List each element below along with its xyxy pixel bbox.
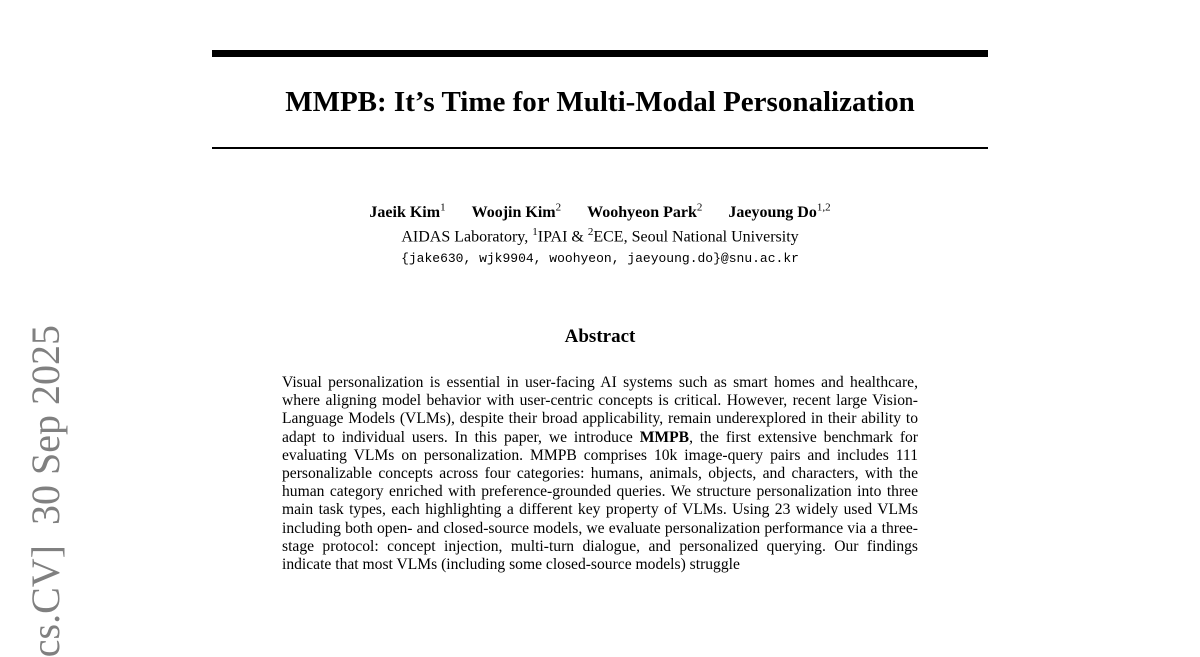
author-affiliation-mark: 2 xyxy=(696,202,703,214)
author-affiliation-mark: 2 xyxy=(555,202,562,214)
affiliation-ece: ECE, Seoul National University xyxy=(593,228,799,246)
abstract-text: , the first extensive benchmark for eval… xyxy=(282,428,918,574)
title-top-rule xyxy=(212,50,988,57)
author-name: Woohyeon Park xyxy=(587,204,697,222)
affiliation: AIDAS Laboratory, 1IPAI & 2ECE, Seoul Na… xyxy=(212,226,988,246)
affiliation-lab: AIDAS Laboratory, xyxy=(401,228,533,246)
abstract-heading: Abstract xyxy=(564,326,636,347)
affiliation-mark: 1 xyxy=(532,226,538,238)
author-name: Woojin Kim xyxy=(471,204,556,222)
author: Jaeik Kim1 xyxy=(369,202,446,222)
author-list: Jaeik Kim1 Woojin Kim2 Woohyeon Park2 Ja… xyxy=(212,202,988,222)
abstract-text: Visual personalization is essential in u… xyxy=(282,374,918,446)
title-bottom-rule xyxy=(212,147,988,149)
author: Woojin Kim2 xyxy=(471,202,562,222)
author-emails: {jake630, wjk9904, woohyeon, jaeyoung.do… xyxy=(401,251,799,266)
affiliation-ipai: IPAI & xyxy=(537,228,588,246)
arxiv-stamp-text: cs.CV] 30 Sep 2025 xyxy=(23,325,68,657)
author-affiliation-mark: 1 xyxy=(440,202,446,214)
author-name: Jaeik Kim xyxy=(369,204,441,222)
author: Jaeyoung Do1,2 xyxy=(728,202,831,222)
abstract-benchmark-name: MMPB xyxy=(639,428,690,446)
paper-title: MMPB: It’s Time for Multi-Modal Personal… xyxy=(285,86,915,118)
author: Woohyeon Park2 xyxy=(587,202,703,222)
author-affiliation-mark: 1,2 xyxy=(816,202,831,214)
affiliation-mark: 2 xyxy=(587,226,594,238)
abstract-body: Visual personalization is essential in u… xyxy=(282,374,918,574)
author-name: Jaeyoung Do xyxy=(728,204,817,222)
